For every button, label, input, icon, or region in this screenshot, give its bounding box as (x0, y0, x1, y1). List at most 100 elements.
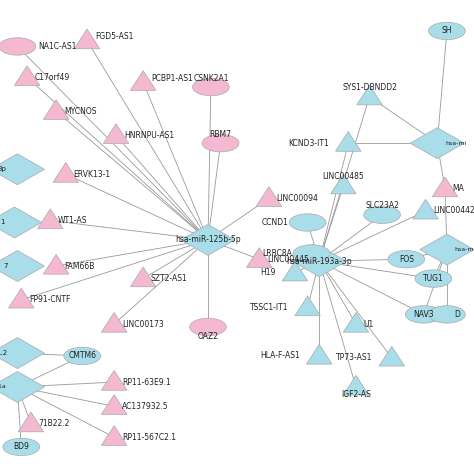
Text: SH: SH (442, 27, 452, 36)
Text: CCND1: CCND1 (261, 218, 288, 227)
Text: FOS: FOS (399, 255, 414, 264)
Ellipse shape (202, 135, 239, 152)
Text: hsa-miR-193a-3p: hsa-miR-193a-3p (286, 257, 352, 266)
Text: U1: U1 (364, 319, 374, 328)
Text: hsa-mi: hsa-mi (445, 141, 466, 146)
Polygon shape (130, 267, 156, 287)
Text: hsa-m: hsa-m (455, 247, 474, 252)
Text: FGD5-AS1: FGD5-AS1 (95, 32, 133, 41)
Text: hsa-miR-125b-5p: hsa-miR-125b-5p (175, 236, 241, 245)
Text: SYS1-DBNDD2: SYS1-DBNDD2 (342, 83, 397, 92)
Polygon shape (283, 261, 308, 281)
Polygon shape (246, 247, 272, 267)
Text: H19: H19 (260, 268, 276, 277)
Polygon shape (18, 412, 44, 432)
Ellipse shape (190, 318, 227, 336)
Text: FAM66B: FAM66B (64, 262, 94, 271)
Text: KCND3-IT1: KCND3-IT1 (288, 139, 329, 148)
Polygon shape (101, 395, 127, 414)
Text: IGF2-AS: IGF2-AS (341, 390, 371, 399)
Text: RP11-567C2.1: RP11-567C2.1 (122, 433, 176, 442)
Ellipse shape (405, 306, 442, 323)
Polygon shape (379, 346, 404, 366)
Text: 71B22.2: 71B22.2 (39, 419, 70, 428)
Polygon shape (420, 234, 474, 265)
Polygon shape (103, 124, 129, 144)
Ellipse shape (289, 214, 326, 231)
Text: 3p: 3p (0, 166, 6, 172)
Text: 7: 7 (3, 263, 8, 269)
Ellipse shape (428, 22, 465, 40)
Text: LINC00442: LINC00442 (433, 206, 474, 215)
Polygon shape (336, 132, 361, 151)
Ellipse shape (364, 206, 401, 223)
Text: 1.2: 1.2 (0, 350, 8, 356)
Text: RP11-63E9.1: RP11-63E9.1 (122, 378, 171, 387)
Ellipse shape (293, 245, 330, 262)
Text: NA1C-AS1: NA1C-AS1 (39, 42, 77, 51)
Polygon shape (256, 187, 282, 207)
Text: TP73-AS1: TP73-AS1 (336, 354, 373, 363)
Polygon shape (343, 312, 369, 332)
Polygon shape (101, 371, 127, 390)
Polygon shape (43, 100, 69, 119)
Ellipse shape (388, 251, 425, 268)
Ellipse shape (415, 270, 452, 287)
Text: WT1-AS: WT1-AS (58, 216, 88, 225)
Polygon shape (413, 199, 438, 219)
Polygon shape (432, 177, 458, 197)
Text: FP91-CNTF: FP91-CNTF (29, 295, 71, 304)
Text: TSSC1-IT1: TSSC1-IT1 (250, 303, 288, 312)
Text: BD9: BD9 (13, 442, 29, 451)
Text: LINC00094: LINC00094 (277, 194, 319, 203)
Ellipse shape (3, 438, 40, 456)
Polygon shape (0, 372, 45, 402)
Text: TUG1: TUG1 (423, 274, 444, 283)
Polygon shape (101, 426, 127, 446)
Polygon shape (74, 29, 100, 49)
Text: LINC00173: LINC00173 (122, 319, 164, 328)
Ellipse shape (192, 78, 229, 96)
Ellipse shape (64, 347, 100, 365)
Text: AC137932.5: AC137932.5 (122, 402, 169, 411)
Polygon shape (101, 312, 127, 332)
Polygon shape (37, 209, 63, 228)
Polygon shape (292, 246, 346, 277)
Text: HNRNPU-AS1: HNRNPU-AS1 (124, 131, 174, 140)
Text: CSNK2A1: CSNK2A1 (193, 73, 228, 82)
Polygon shape (14, 66, 40, 85)
Text: PCBP1-AS1: PCBP1-AS1 (151, 73, 192, 82)
Polygon shape (295, 296, 320, 316)
Text: NAV3: NAV3 (413, 310, 434, 319)
Ellipse shape (428, 306, 465, 323)
Polygon shape (307, 345, 332, 364)
Polygon shape (130, 71, 156, 91)
Text: miR-451a: miR-451a (0, 384, 6, 390)
Text: SLC23A2: SLC23A2 (365, 201, 399, 210)
Polygon shape (43, 255, 69, 274)
Text: ERVK13-1: ERVK13-1 (73, 170, 110, 179)
Text: RBM7: RBM7 (210, 129, 232, 138)
Polygon shape (0, 337, 45, 369)
Text: LINC00445: LINC00445 (267, 255, 309, 264)
Text: D: D (455, 310, 461, 319)
Text: LRRC8A: LRRC8A (262, 249, 292, 258)
Text: MA: MA (453, 184, 465, 193)
Ellipse shape (0, 38, 36, 55)
Polygon shape (357, 85, 383, 105)
Polygon shape (0, 207, 42, 238)
Text: HLA-F-AS1: HLA-F-AS1 (260, 352, 300, 361)
Text: LINC00485: LINC00485 (322, 172, 365, 181)
Polygon shape (331, 174, 356, 194)
Polygon shape (9, 288, 34, 308)
Text: CMTM6: CMTM6 (68, 352, 96, 361)
Text: C17orf49: C17orf49 (35, 73, 70, 82)
Polygon shape (343, 375, 369, 395)
Text: 1: 1 (0, 219, 5, 226)
Polygon shape (181, 224, 235, 255)
Polygon shape (0, 154, 45, 185)
Text: MYCNOS: MYCNOS (64, 107, 96, 116)
Polygon shape (53, 163, 79, 182)
Polygon shape (0, 251, 45, 282)
Text: SZT2-AS1: SZT2-AS1 (151, 274, 188, 283)
